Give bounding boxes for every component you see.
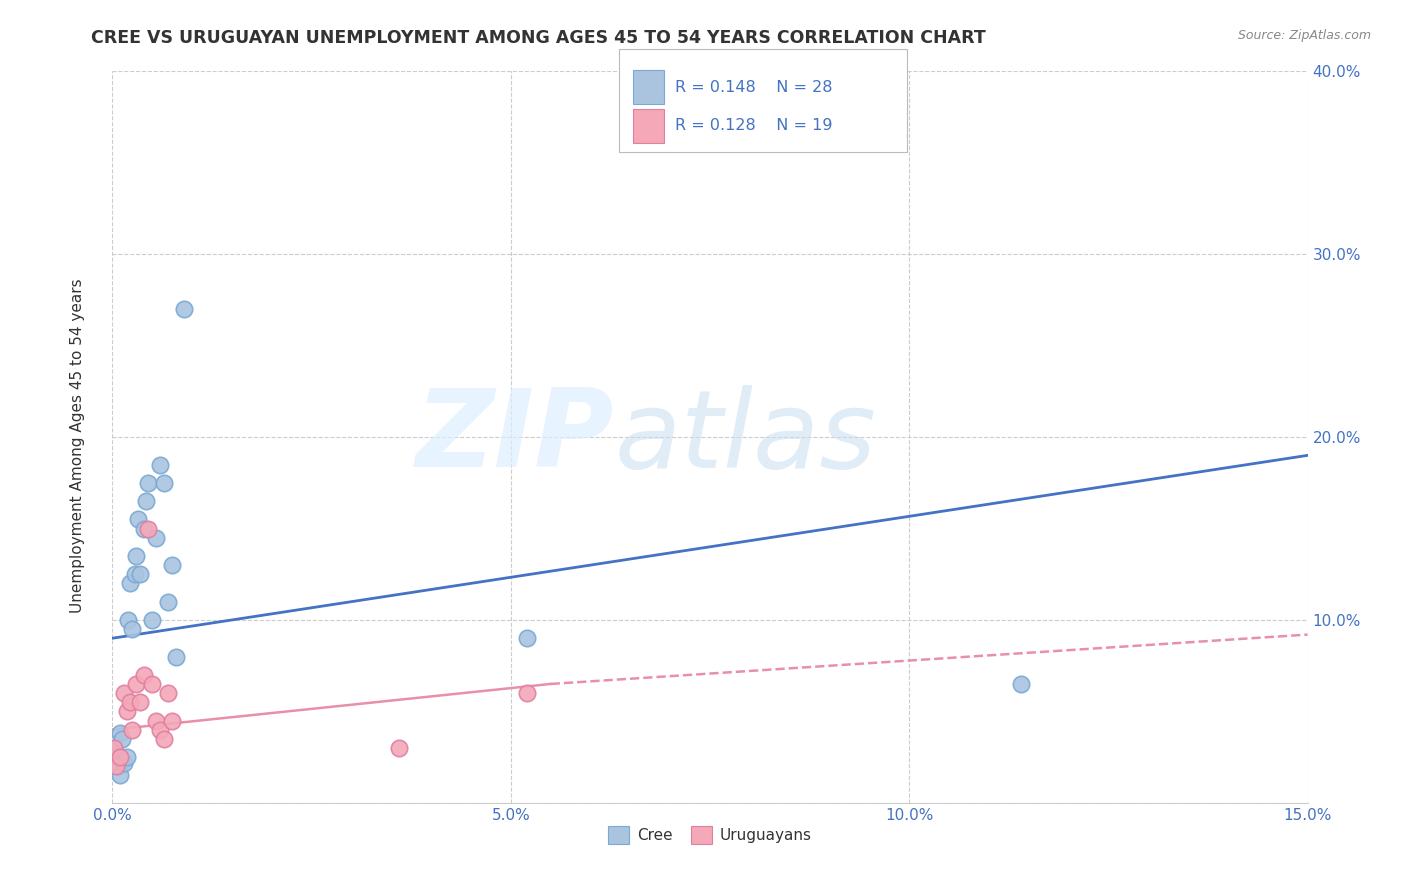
Point — [157, 594, 180, 608]
Point — [118, 695, 141, 709]
Point — [115, 705, 138, 719]
Point — [173, 301, 195, 317]
Point — [153, 475, 176, 490]
Point — [110, 726, 132, 740]
Point — [141, 677, 163, 691]
Point — [138, 475, 160, 490]
Point — [105, 759, 128, 773]
Point — [134, 521, 156, 535]
Text: atlas: atlas — [614, 384, 876, 490]
Point — [111, 731, 134, 746]
Point — [121, 723, 143, 737]
Text: R = 0.128    N = 19: R = 0.128 N = 19 — [675, 119, 832, 133]
Point — [105, 750, 128, 764]
Point — [145, 531, 167, 545]
Point — [153, 731, 176, 746]
Point — [129, 567, 152, 582]
Point — [138, 521, 160, 535]
Text: ZIP: ZIP — [416, 384, 614, 490]
Point — [117, 613, 139, 627]
Text: Unemployment Among Ages 45 to 54 years: Unemployment Among Ages 45 to 54 years — [70, 278, 84, 614]
Point — [110, 768, 132, 782]
Text: Source: ZipAtlas.com: Source: ZipAtlas.com — [1237, 29, 1371, 42]
Point — [121, 622, 143, 636]
Point — [129, 695, 152, 709]
Point — [162, 558, 183, 573]
Point — [118, 576, 141, 591]
Point — [135, 494, 157, 508]
Point — [124, 567, 146, 582]
Point — [1010, 677, 1032, 691]
Point — [516, 632, 538, 646]
Point — [127, 512, 149, 526]
Point — [149, 723, 172, 737]
Point — [149, 458, 172, 472]
Point — [388, 740, 411, 755]
Text: CREE VS URUGUAYAN UNEMPLOYMENT AMONG AGES 45 TO 54 YEARS CORRELATION CHART: CREE VS URUGUAYAN UNEMPLOYMENT AMONG AGE… — [91, 29, 986, 46]
Point — [134, 667, 156, 681]
Point — [114, 686, 135, 700]
Point — [125, 549, 148, 563]
Point — [103, 740, 125, 755]
Point — [145, 714, 167, 728]
Point — [110, 750, 132, 764]
Point — [114, 756, 135, 770]
Point — [103, 740, 125, 755]
Point — [141, 613, 163, 627]
Text: R = 0.148    N = 28: R = 0.148 N = 28 — [675, 80, 832, 95]
Point — [115, 750, 138, 764]
Point — [125, 677, 148, 691]
Legend: Cree, Uruguayans: Cree, Uruguayans — [602, 820, 818, 850]
Point — [516, 686, 538, 700]
Point — [157, 686, 180, 700]
Point — [162, 714, 183, 728]
Point — [165, 649, 187, 664]
Point — [108, 759, 131, 773]
